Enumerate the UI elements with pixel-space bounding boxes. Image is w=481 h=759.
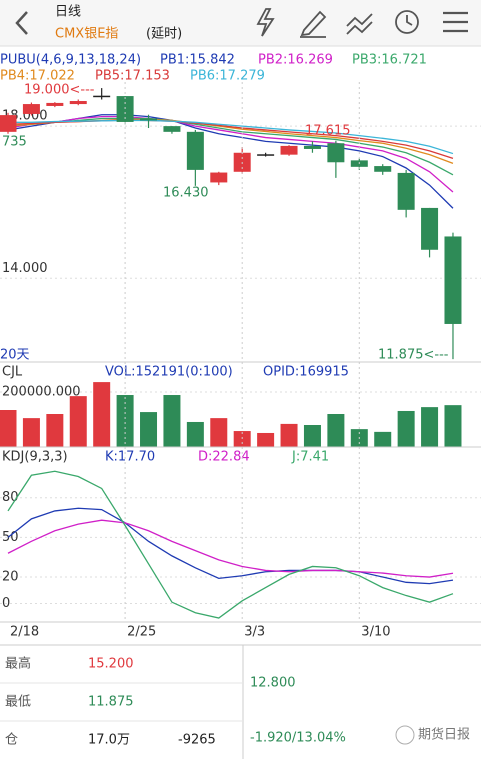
volume-bar	[163, 395, 181, 447]
series-line	[7, 114, 454, 209]
candle-body	[397, 172, 415, 210]
high-value: 15.200	[88, 657, 134, 672]
candle-body	[327, 143, 345, 163]
volume-bar	[46, 414, 64, 447]
candle-body	[163, 126, 181, 132]
watermark: 期货日报	[418, 727, 470, 743]
panel-label: OPID:169915	[263, 365, 349, 380]
series-line	[7, 519, 454, 578]
annotation: 17.615	[305, 124, 351, 139]
legend-entry: PB4:17.022	[0, 69, 75, 84]
indicator-icon[interactable]	[346, 13, 373, 35]
volume-bar	[0, 410, 17, 447]
volume-bar	[303, 425, 321, 447]
x-tick-label: 3/10	[361, 625, 390, 640]
candle-body	[303, 145, 321, 149]
menu-icon[interactable]	[443, 11, 468, 33]
legend-entry: PB6:17.279	[190, 69, 265, 84]
candle-body	[421, 207, 439, 250]
volume-bar	[327, 414, 345, 447]
header-delay: (延时)	[146, 27, 182, 42]
series-line	[7, 115, 454, 193]
volume-bar	[233, 431, 251, 447]
back-button[interactable]	[15, 11, 28, 35]
volume-bar	[421, 407, 439, 447]
y-tick-label: 50	[2, 530, 19, 545]
candle-body	[116, 96, 134, 122]
panel-title: CJL	[2, 365, 23, 380]
annotation: 19.000<---	[24, 83, 95, 98]
volume-bar	[140, 412, 158, 447]
clock-icon[interactable]	[395, 10, 419, 34]
candle-body	[22, 104, 40, 114]
candle-body	[0, 115, 17, 132]
y-tick-label: 20	[2, 570, 19, 585]
panel-title: KDJ(9,3,3)	[2, 450, 68, 465]
low-value: 11.875	[88, 695, 134, 710]
volume-bar	[22, 418, 40, 447]
legend-entry: PB3:16.721	[352, 53, 427, 68]
volume-bar	[186, 421, 204, 447]
candle-body	[69, 101, 87, 105]
candle-body	[210, 172, 228, 183]
series-line	[7, 470, 454, 619]
y-tick-label: 14.000	[2, 261, 48, 276]
period-label: 20天	[0, 348, 30, 363]
x-tick-label: 2/18	[10, 625, 39, 640]
price-change: -1.920/13.04%	[250, 731, 346, 746]
indicator-title: PUBU(4,6,9,13,18,24)	[0, 53, 141, 68]
candle-body	[374, 166, 392, 172]
panel-label: VOL:152191(0:100)	[105, 365, 233, 380]
last-price: 12.800	[250, 676, 296, 691]
legend-entry: PB2:16.269	[258, 53, 333, 68]
candle-body	[280, 145, 298, 155]
volume-bar	[93, 382, 111, 447]
y-tick-label: 0	[2, 596, 10, 611]
header-symbol: CMX银E指	[55, 27, 118, 42]
watermark-icon	[395, 725, 415, 745]
header-bar	[0, 0, 481, 46]
volume-bar	[210, 418, 228, 447]
volume-bar	[397, 410, 415, 447]
lightning-icon[interactable]	[256, 8, 275, 37]
candle-body	[257, 154, 275, 156]
candle-body	[140, 118, 158, 121]
y-tick-label: 200000.000	[2, 385, 81, 400]
x-tick-label: 3/3	[244, 625, 265, 640]
header-title: 日线	[55, 5, 81, 20]
annotation: 11.875<---	[378, 348, 449, 363]
low-label: 最低	[5, 695, 31, 710]
draw-icon[interactable]	[300, 10, 327, 38]
volume-bar	[444, 405, 462, 447]
oi-change: -9265	[178, 733, 216, 748]
volume-bar	[374, 431, 392, 447]
legend-entry: PB5:17.153	[95, 69, 170, 84]
legend-entry: K:17.70	[105, 450, 155, 465]
legend-entry: PB1:15.842	[160, 53, 235, 68]
series-line	[7, 507, 454, 585]
legend-entry: D:22.84	[198, 450, 250, 465]
oi-value: 17.0万	[88, 733, 130, 748]
series-line	[7, 117, 454, 176]
annotation: 735	[2, 135, 27, 150]
candle-body	[444, 236, 462, 324]
annotation: 16.430	[163, 186, 209, 201]
x-tick-label: 2/25	[127, 625, 156, 640]
candle-body	[93, 95, 111, 98]
candle-body	[186, 131, 204, 170]
volume-bar	[69, 396, 87, 447]
high-label: 最高	[5, 656, 31, 672]
legend-entry: J:7.41	[291, 450, 329, 465]
oi-label: 仓	[5, 733, 18, 748]
volume-bar	[257, 432, 275, 447]
candle-body	[46, 102, 64, 106]
volume-bar	[116, 395, 134, 447]
series-line	[8, 119, 454, 155]
volume-bar	[280, 423, 298, 447]
